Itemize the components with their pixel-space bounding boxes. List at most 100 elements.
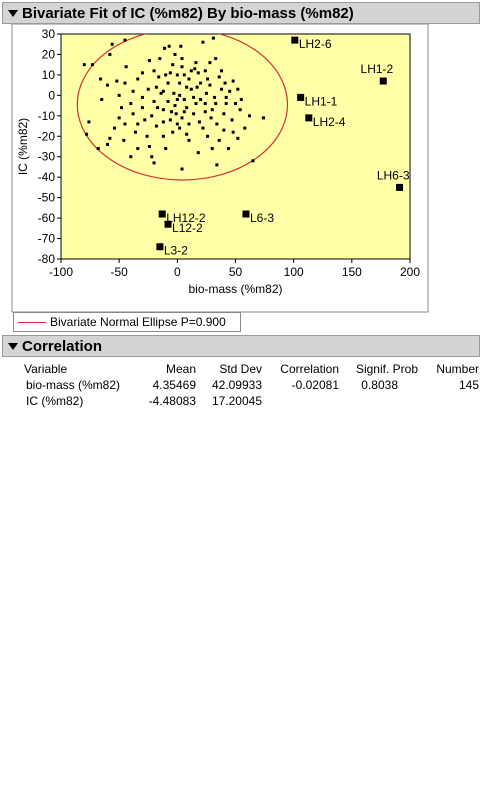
data-point — [122, 138, 126, 142]
data-point — [157, 75, 161, 79]
correlation-header[interactable]: Correlation — [2, 335, 480, 357]
point-label: LH6-3 — [377, 168, 410, 182]
data-point — [175, 97, 179, 101]
data-point — [150, 114, 154, 118]
data-point — [140, 106, 144, 110]
y-tick-label: -70 — [38, 232, 56, 246]
labeled-data-point — [158, 210, 166, 218]
data-point — [234, 102, 237, 106]
data-point — [192, 95, 196, 99]
data-point — [210, 147, 214, 151]
table-cell: 0.8038 — [361, 378, 398, 392]
data-point — [206, 134, 210, 138]
data-point — [167, 44, 171, 48]
data-point — [231, 79, 235, 83]
data-point — [261, 116, 265, 120]
data-point — [213, 95, 217, 99]
x-tick-label: 100 — [284, 265, 304, 279]
y-tick-label: 10 — [42, 68, 56, 82]
data-point — [251, 159, 255, 163]
data-point — [210, 108, 214, 112]
data-point — [140, 95, 144, 99]
data-point — [194, 61, 198, 65]
data-point — [182, 110, 186, 114]
data-point — [113, 126, 117, 130]
data-point — [131, 112, 135, 116]
data-point — [243, 126, 247, 130]
point-label: LH12-2 — [166, 211, 206, 225]
labeled-data-point — [305, 114, 313, 122]
bivariate-fit-title: Bivariate Fit of IC (%m82) By bio-mass (… — [22, 4, 354, 22]
column-header: Mean — [165, 362, 196, 376]
point-label: LH1-2 — [361, 62, 394, 76]
data-point — [168, 71, 172, 75]
data-point — [131, 89, 135, 93]
data-point — [179, 44, 183, 48]
data-point — [247, 114, 251, 118]
labeled-data-point — [297, 93, 305, 101]
data-point — [140, 71, 144, 75]
data-point — [82, 63, 86, 67]
bivariate-fit-header[interactable]: Bivariate Fit of IC (%m82) By bio-mass (… — [2, 2, 480, 24]
disclosure-triangle-icon[interactable] — [8, 9, 18, 17]
table-cell: IC (%m82) — [26, 394, 84, 408]
data-point — [106, 142, 110, 146]
data-point — [166, 81, 170, 85]
data-point — [187, 77, 191, 81]
data-point — [136, 77, 140, 81]
data-point — [203, 102, 207, 106]
legend-line-swatch — [18, 321, 46, 323]
x-tick-label: 200 — [400, 265, 420, 279]
data-point — [96, 147, 100, 151]
data-point — [196, 71, 200, 75]
data-point — [168, 118, 172, 122]
data-point — [117, 116, 121, 120]
data-point — [180, 65, 184, 69]
table-cell: -4.48083 — [148, 394, 196, 408]
data-point — [222, 128, 226, 132]
data-point — [222, 112, 226, 116]
column-header: Std Dev — [219, 362, 262, 376]
data-point — [133, 130, 137, 134]
data-point — [236, 136, 240, 140]
data-point — [156, 106, 160, 110]
labeled-data-point — [291, 36, 299, 44]
data-point — [214, 102, 218, 106]
data-point — [214, 57, 218, 61]
y-axis-label: IC (%m82) — [16, 118, 30, 175]
data-point — [147, 59, 151, 63]
data-point — [178, 81, 182, 85]
x-axis-label: bio-mass (%m82) — [188, 282, 282, 296]
y-tick-label: -10 — [38, 109, 56, 123]
data-point — [227, 147, 231, 151]
data-point — [180, 167, 184, 171]
data-point — [172, 91, 176, 95]
data-point — [108, 136, 112, 140]
data-point — [208, 83, 212, 87]
data-point — [136, 122, 140, 126]
data-point — [154, 124, 158, 128]
data-point — [215, 163, 219, 167]
data-point — [220, 87, 224, 91]
data-point — [239, 97, 243, 101]
data-point — [195, 85, 199, 89]
data-point — [193, 67, 197, 71]
data-point — [185, 85, 189, 89]
data-point — [236, 87, 240, 91]
data-point — [119, 106, 123, 110]
data-point — [215, 122, 219, 126]
data-point — [178, 126, 182, 130]
disclosure-triangle-icon[interactable] — [8, 342, 18, 350]
data-point — [182, 73, 186, 77]
data-point — [108, 52, 112, 56]
y-tick-label: 30 — [42, 27, 56, 41]
data-point — [164, 147, 168, 151]
data-point — [211, 36, 215, 40]
column-header: Number — [436, 362, 479, 376]
data-point — [129, 155, 133, 159]
data-point — [208, 61, 212, 65]
data-point — [220, 69, 224, 73]
data-point — [166, 100, 170, 103]
data-point — [152, 69, 156, 73]
data-point — [146, 87, 150, 91]
